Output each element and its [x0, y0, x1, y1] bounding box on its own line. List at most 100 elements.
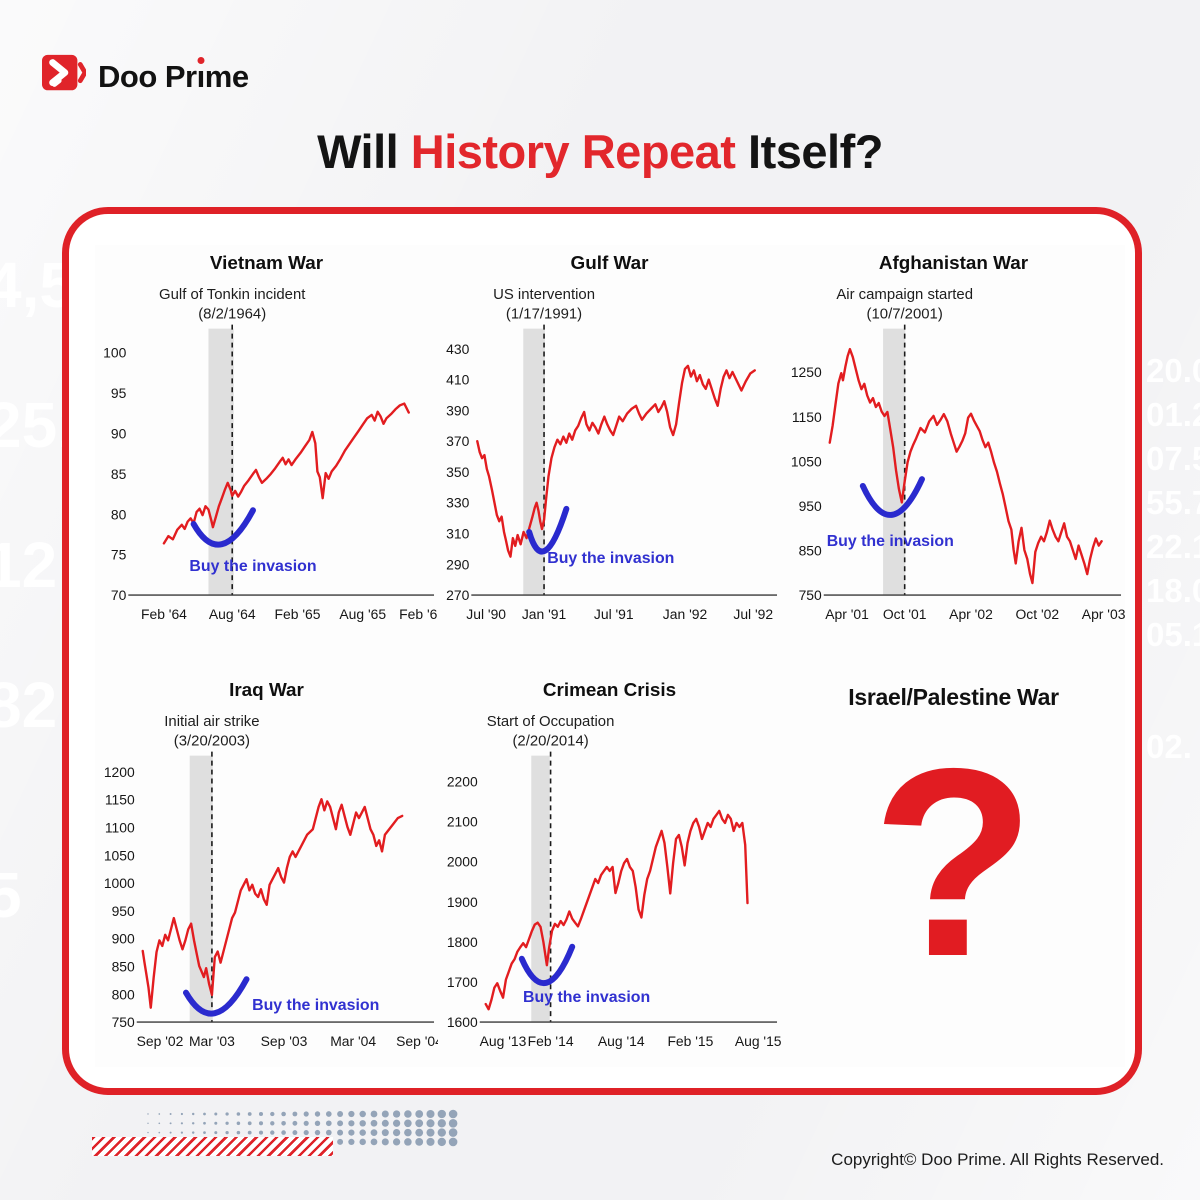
y-tick-label: 750 — [799, 587, 822, 603]
x-tick-label: Feb '64 — [141, 606, 187, 622]
buy-the-invasion-label: Buy the invasion — [827, 533, 954, 550]
buy-swoosh-curve — [190, 507, 256, 548]
x-tick-label: Aug '14 — [598, 1033, 645, 1049]
y-tick-label: 1000 — [104, 875, 135, 891]
israel-palestine-panel: Israel/Palestine War ? — [782, 672, 1125, 1064]
x-tick-label: Jan '92 — [663, 606, 708, 622]
y-tick-label: 1150 — [792, 409, 822, 425]
buy-swoosh-curve — [182, 976, 250, 1017]
chart-subtitle-line2: (3/20/2003) — [174, 734, 250, 750]
copyright-text: Copyright© Doo Prime. All Rights Reserve… — [831, 1150, 1164, 1169]
chart-subtitle-line1: Air campaign started — [836, 287, 973, 303]
y-tick-label: 1900 — [447, 894, 478, 910]
y-tick-label: 2200 — [447, 774, 478, 790]
price-line — [141, 798, 404, 1009]
israel-palestine-title: Israel/Palestine War — [848, 684, 1059, 710]
chart-svg: Afghanistan War Air campaign started (10/7… — [791, 253, 1125, 622]
chart-subtitle-line2: (8/2/1964) — [198, 307, 266, 323]
chart-subtitle-line2: (1/17/1991) — [506, 307, 582, 323]
x-tick-label: Oct '01 — [883, 606, 927, 622]
buy-swoosh-curve — [526, 505, 570, 555]
y-tick-label: 75 — [111, 547, 127, 563]
y-tick-label: 350 — [446, 464, 469, 480]
y-tick-label: 1200 — [104, 764, 135, 780]
y-tick-label: 95 — [111, 385, 127, 401]
x-tick-label: Aug '15 — [735, 1033, 781, 1049]
y-tick-label: 1100 — [105, 820, 135, 836]
buy-the-invasion-label: Buy the invasion — [547, 550, 674, 567]
price-line — [484, 809, 749, 1011]
chart-subtitle-line1: US intervention — [493, 287, 595, 303]
y-tick-label: 1050 — [104, 847, 135, 863]
buy-swoosh-curve — [859, 476, 925, 518]
x-tick-label: Sep '02 — [137, 1033, 184, 1049]
y-tick-label: 370 — [446, 433, 469, 449]
price-line — [476, 364, 756, 558]
y-tick-label: 750 — [112, 1014, 135, 1030]
buy-the-invasion-label: Buy the invasion — [523, 989, 650, 1006]
x-tick-label: Mar '04 — [330, 1033, 376, 1049]
charts-grid: Vietnam War Gulf of Tonkin incident (8/2/1… — [95, 245, 1125, 1067]
chart-vietnam-war: Vietnam War Gulf of Tonkin incident (8/2/1… — [95, 245, 438, 637]
y-tick-label: 1150 — [105, 792, 135, 808]
price-line — [828, 347, 1103, 585]
x-tick-label: Mar '03 — [189, 1033, 235, 1049]
y-tick-label: 390 — [446, 402, 469, 418]
y-tick-label: 950 — [112, 903, 135, 919]
doo-prime-logo-icon — [42, 52, 88, 101]
chart-subtitle-line2: (10/7/2001) — [867, 307, 943, 323]
event-band — [189, 755, 213, 1023]
x-tick-label: Apr '01 — [825, 606, 869, 622]
chart-subtitle-line1: Initial air strike — [164, 714, 259, 730]
y-tick-label: 80 — [111, 506, 127, 522]
y-tick-label: 330 — [446, 495, 469, 511]
y-tick-label: 410 — [446, 372, 469, 388]
x-tick-label: Feb '14 — [528, 1033, 574, 1049]
y-tick-label: 100 — [103, 345, 126, 361]
x-tick-label: Feb '65 — [275, 606, 321, 622]
y-tick-label: 1250 — [791, 364, 822, 380]
charts-card: Vietnam War Gulf of Tonkin incident (8/2/1… — [62, 207, 1142, 1095]
chart-title: Iraq War — [229, 680, 304, 701]
question-mark: ? — [871, 712, 1036, 1012]
x-tick-label: Jul '90 — [466, 606, 506, 622]
page-title-highlight: History Repeat — [410, 125, 736, 178]
y-tick-label: 2000 — [447, 854, 478, 870]
doo-prime-logo-text: Doo Pr ı me — [98, 58, 249, 94]
y-tick-label: 850 — [112, 958, 135, 974]
buy-the-invasion-label: Buy the invasion — [252, 997, 379, 1014]
chart-gulf-war: Gulf War US intervention (1/17/1991) 430 410… — [438, 245, 781, 637]
x-tick-label: Aug '64 — [209, 606, 256, 622]
x-tick-label: Aug '13 — [480, 1033, 527, 1049]
y-tick-label: 290 — [446, 556, 469, 572]
x-tick-label: Jul '92 — [733, 606, 773, 622]
price-line — [162, 402, 410, 545]
chart-crimean-crisis: Crimean Crisis Start of Occupation (2/20/2… — [438, 672, 781, 1064]
x-tick-label: Feb '15 — [667, 1033, 713, 1049]
chart-svg: Vietnam War Gulf of Tonkin incident (8/2/1… — [103, 253, 438, 622]
y-tick-label: 1700 — [447, 974, 478, 990]
chart-subtitle-line1: Start of Occupation — [487, 714, 615, 730]
y-tick-label: 310 — [446, 526, 469, 542]
y-tick-label: 1050 — [791, 453, 822, 469]
chart-iraq-war: Iraq War Initial air strike (3/20/2003) 120… — [95, 672, 438, 1064]
chart-svg: Crimean Crisis Start of Occupation (2/20/2… — [447, 680, 781, 1049]
chart-afghanistan-war: Afghanistan War Air campaign started (10/7… — [782, 245, 1125, 637]
y-tick-label: 900 — [112, 931, 135, 947]
x-tick-label: Sep '03 — [261, 1033, 308, 1049]
y-tick-label: 950 — [799, 498, 822, 514]
y-tick-label: 1600 — [447, 1014, 478, 1030]
x-tick-label: Feb '66 — [399, 606, 438, 622]
y-tick-label: 1800 — [447, 934, 478, 950]
y-tick-label: 2100 — [447, 814, 478, 830]
chart-title: Crimean Crisis — [543, 680, 676, 701]
x-tick-label: Oct '02 — [1015, 606, 1059, 622]
chart-svg: Gulf War US intervention (1/17/1991) 430 410… — [446, 253, 778, 622]
x-tick-label: Jan '91 — [522, 606, 567, 622]
y-tick-label: 70 — [111, 587, 127, 603]
x-tick-label: Apr '02 — [949, 606, 993, 622]
chart-title: Vietnam War — [210, 253, 324, 274]
x-tick-label: Aug '65 — [339, 606, 386, 622]
y-tick-label: 85 — [111, 466, 127, 482]
